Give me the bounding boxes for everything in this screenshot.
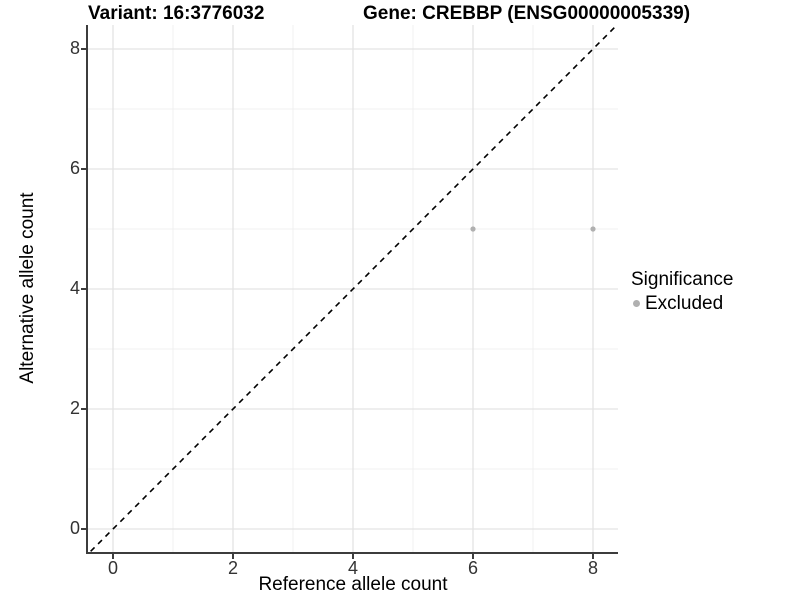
- data-point: [590, 226, 596, 232]
- legend: Significance Excluded: [631, 269, 733, 314]
- y-tick-mark: [81, 288, 86, 290]
- x-tick-mark: [232, 554, 234, 559]
- legend-items: Excluded: [631, 293, 733, 314]
- x-tick-mark: [112, 554, 114, 559]
- plot-canvas: [88, 25, 618, 552]
- x-tick-label: 8: [587, 558, 598, 578]
- x-axis-line: [86, 552, 618, 554]
- x-tick-mark: [352, 554, 354, 559]
- y-tick-label: 2: [69, 398, 80, 418]
- x-tick-label: 4: [347, 558, 358, 578]
- y-tick-mark: [81, 408, 86, 410]
- x-tick-label: 2: [227, 558, 238, 578]
- y-axis-line: [86, 25, 88, 554]
- data-point: [470, 226, 476, 232]
- y-tick-label: 8: [69, 38, 80, 58]
- y-tick-label: 4: [69, 278, 80, 298]
- y-axis-title: Alternative allele count: [17, 192, 38, 384]
- x-axis-title: Reference allele count: [258, 574, 448, 595]
- legend-title: Significance: [631, 269, 734, 290]
- plot-panel: [88, 25, 618, 552]
- legend-point-swatch: [633, 300, 640, 307]
- x-tick-mark: [472, 554, 474, 559]
- y-tick-mark: [81, 528, 86, 530]
- plot-title-gene: Gene: CREBBP (ENSG00000005339): [363, 3, 691, 24]
- y-tick-label: 0: [69, 518, 80, 538]
- x-tick-label: 6: [467, 558, 478, 578]
- y-tick-mark: [81, 48, 86, 50]
- x-tick-mark: [592, 554, 594, 559]
- legend-label: Excluded: [645, 292, 724, 314]
- y-tick-label: 6: [69, 158, 80, 178]
- y-tick-mark: [81, 168, 86, 170]
- x-tick-label: 0: [107, 558, 118, 578]
- identity-dashed-line: [88, 25, 618, 552]
- legend-item: Excluded: [631, 293, 733, 314]
- plot-title-variant: Variant: 16:3776032: [88, 3, 265, 24]
